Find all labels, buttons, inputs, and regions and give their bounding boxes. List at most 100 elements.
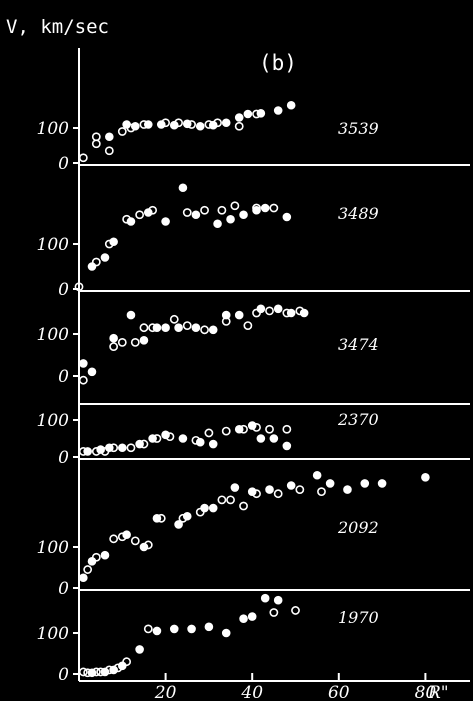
- data-point-filled: [239, 210, 248, 220]
- data-point-filled: [161, 217, 170, 226]
- data-point-open: [117, 337, 127, 347]
- data-point-filled: [126, 217, 136, 226]
- data-point-filled: [247, 612, 257, 621]
- galaxy-id-label: 2370: [337, 410, 379, 429]
- data-point-filled: [83, 447, 92, 456]
- data-point-filled: [87, 367, 97, 377]
- data-point-open: [239, 501, 248, 511]
- data-point-filled: [139, 542, 149, 552]
- data-point-filled: [139, 336, 149, 345]
- data-point-open: [204, 428, 214, 438]
- data-point-filled: [234, 310, 244, 320]
- x-tick-label: 40: [240, 683, 263, 701]
- data-point-open: [117, 127, 127, 136]
- data-point-open: [317, 487, 326, 497]
- data-point-filled: [126, 310, 136, 320]
- data-point-open: [273, 489, 283, 499]
- data-point-filled: [135, 439, 144, 449]
- data-point-open: [143, 624, 153, 634]
- data-point-filled: [252, 205, 261, 215]
- data-point-filled: [260, 203, 270, 213]
- data-point-filled: [286, 100, 296, 110]
- galaxy-id-label: 3474: [338, 335, 379, 354]
- data-point-filled: [247, 487, 257, 496]
- data-point-open: [265, 424, 274, 434]
- data-point-filled: [100, 667, 110, 677]
- y-tick-label: 0: [58, 579, 69, 599]
- data-point-filled: [174, 520, 183, 529]
- data-point-filled: [105, 443, 114, 453]
- data-point-filled: [221, 628, 231, 638]
- y-tick-label: 100: [37, 119, 70, 139]
- plot-area: 20 40 60 80R" 0 100 3539 0 100 3489 0 100 3474 0 100 23…: [37, 48, 470, 701]
- data-point-filled: [143, 208, 153, 217]
- figure-panel-label: (b): [259, 51, 297, 75]
- data-point-filled: [256, 434, 266, 443]
- data-point-filled: [109, 333, 118, 343]
- data-point-filled: [286, 308, 296, 318]
- data-point-filled: [169, 624, 179, 634]
- data-point-open: [217, 495, 227, 505]
- data-point-open: [91, 132, 101, 142]
- y-tick-label: 100: [37, 325, 70, 345]
- data-point-filled: [187, 624, 196, 634]
- data-point-filled: [256, 109, 266, 118]
- data-point-filled: [234, 424, 244, 434]
- data-point-filled: [178, 183, 188, 193]
- data-point-filled: [221, 118, 231, 128]
- data-point-filled: [118, 661, 127, 671]
- data-point-filled: [221, 310, 231, 320]
- data-point-open: [182, 321, 192, 330]
- data-point-filled: [169, 120, 179, 130]
- data-point-filled: [343, 485, 352, 494]
- data-point-filled: [143, 120, 153, 129]
- data-point-filled: [122, 120, 131, 129]
- data-point-open: [104, 146, 114, 156]
- data-point-filled: [174, 323, 183, 333]
- data-point-filled: [208, 503, 218, 513]
- data-point-filled: [100, 253, 110, 262]
- y-tick-label: 100: [37, 411, 70, 431]
- data-point-filled: [239, 614, 248, 623]
- data-point-open: [243, 321, 253, 330]
- data-point-filled: [79, 359, 88, 368]
- data-point-filled: [152, 323, 162, 333]
- data-point-filled: [208, 325, 218, 335]
- data-point-open: [169, 314, 179, 324]
- data-point-filled: [118, 443, 127, 453]
- data-point-open: [200, 205, 209, 215]
- data-point-filled: [195, 437, 205, 447]
- data-point-open: [265, 306, 274, 316]
- data-point-filled: [182, 119, 192, 129]
- data-point-filled: [152, 514, 162, 523]
- data-point-filled: [208, 439, 218, 449]
- data-point-filled: [256, 304, 266, 314]
- data-point-filled: [130, 121, 140, 131]
- data-point-open: [282, 424, 292, 434]
- data-point-filled: [247, 421, 257, 430]
- data-point-filled: [265, 485, 274, 494]
- y-tick-label: 100: [37, 624, 70, 644]
- data-point-open: [217, 205, 227, 215]
- data-point-filled: [195, 121, 205, 131]
- x-tick-label: 80: [415, 683, 437, 701]
- data-point-filled: [191, 323, 201, 333]
- data-point-filled: [213, 219, 222, 229]
- data-point-filled: [234, 113, 244, 122]
- data-point-filled: [360, 479, 370, 488]
- galaxy-id-label: 2092: [337, 518, 379, 537]
- data-point-open: [182, 208, 192, 217]
- data-point-open: [83, 565, 93, 574]
- data-point-filled: [282, 441, 292, 451]
- data-point-filled: [87, 668, 97, 678]
- data-point-filled: [105, 132, 114, 142]
- data-point-filled: [325, 479, 335, 488]
- y-tick-label: 0: [58, 665, 69, 685]
- x-tick-label: 60: [328, 683, 350, 701]
- data-point-filled: [156, 120, 166, 129]
- y-tick-label: 0: [58, 367, 69, 387]
- data-point-filled: [79, 573, 88, 583]
- y-tick-label: 100: [37, 538, 70, 558]
- data-point-filled: [226, 214, 235, 224]
- data-point-open: [230, 201, 240, 211]
